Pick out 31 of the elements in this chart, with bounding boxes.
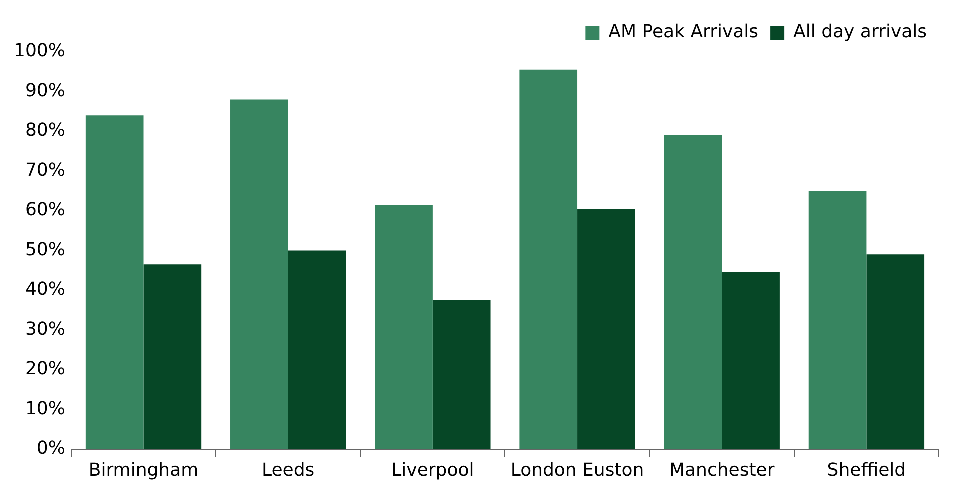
bar <box>866 254 925 450</box>
y-tick-label: 100% <box>14 40 66 62</box>
bar <box>375 205 433 450</box>
bar <box>432 300 491 450</box>
bar <box>664 135 722 450</box>
bar <box>808 191 867 450</box>
y-tick-label: 0% <box>36 438 66 460</box>
legend-label: AM Peak Arrivals <box>608 22 759 43</box>
bar <box>578 208 636 450</box>
x-tick-label: Birmingham <box>88 460 199 481</box>
y-tick-label: 50% <box>25 239 66 260</box>
y-tick-label: 90% <box>25 80 66 102</box>
bar <box>144 264 202 450</box>
x-tick-label: Liverpool <box>392 460 474 481</box>
y-tick-label: 70% <box>25 160 66 181</box>
y-tick-label: 30% <box>25 318 66 340</box>
bar <box>288 250 346 450</box>
bar <box>722 272 780 450</box>
bar <box>86 116 144 450</box>
y-tick-label: 60% <box>25 200 66 221</box>
x-tick-label: Sheffield <box>827 460 906 481</box>
y-tick-label: 10% <box>25 398 66 420</box>
legend-label: All day arrivals <box>794 22 928 43</box>
y-tick-label: 80% <box>25 120 66 142</box>
bar <box>230 100 288 450</box>
x-tick-label: Leeds <box>262 460 315 481</box>
bar <box>520 70 578 450</box>
x-tick-label: London Euston <box>510 460 644 481</box>
y-tick-label: 20% <box>25 358 66 380</box>
y-tick-label: 40% <box>25 279 66 300</box>
x-tick-label: Manchester <box>669 460 776 481</box>
